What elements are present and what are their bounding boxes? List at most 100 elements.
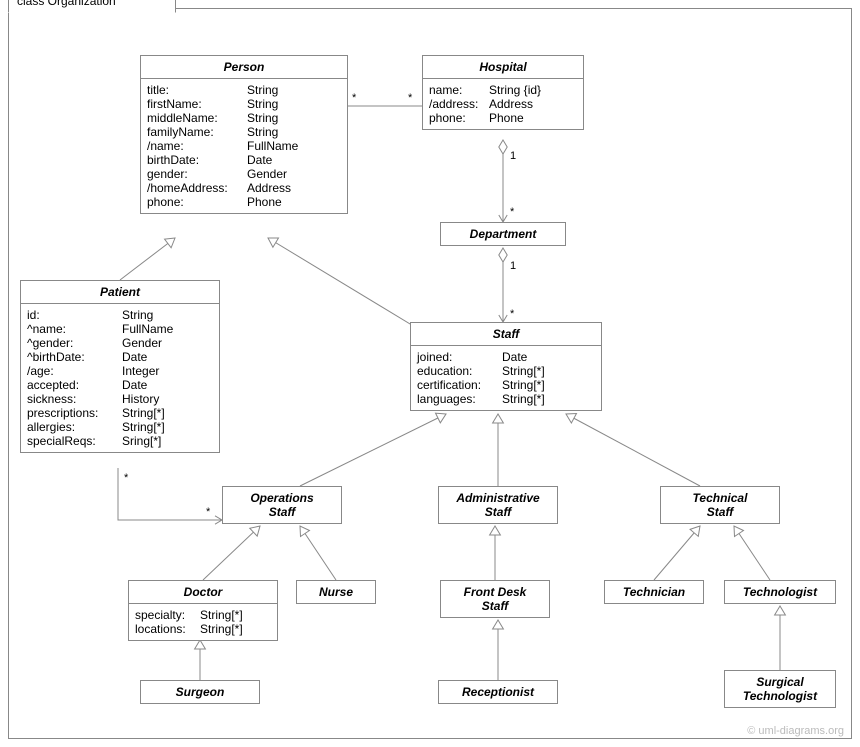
- class-ops_staff: OperationsStaff: [222, 486, 342, 524]
- attr-type: String: [247, 111, 278, 125]
- class-doctor: Doctorspecialty:String[*]locations:Strin…: [128, 580, 278, 641]
- class-attr: id:String: [27, 308, 213, 322]
- attr-type: Phone: [489, 111, 524, 125]
- class-title: SurgicalTechnologist: [725, 671, 835, 707]
- attr-name: phone:: [429, 111, 489, 125]
- class-title: Person: [141, 56, 347, 79]
- attr-type: String: [247, 97, 278, 111]
- attr-type: String[*]: [200, 622, 243, 636]
- class-title: Front DeskStaff: [441, 581, 549, 617]
- class-attr: sickness:History: [27, 392, 213, 406]
- attr-type: Date: [122, 350, 147, 364]
- multiplicity-label: *: [408, 92, 412, 104]
- class-attr: ^name:FullName: [27, 322, 213, 336]
- class-person: Persontitle:StringfirstName:Stringmiddle…: [140, 55, 348, 214]
- attr-name: name:: [429, 83, 489, 97]
- class-attrs: specialty:String[*]locations:String[*]: [129, 604, 277, 640]
- class-attrs: name:String {id}/address:Addressphone:Ph…: [423, 79, 583, 129]
- multiplicity-label: *: [510, 206, 514, 218]
- class-attr: ^birthDate:Date: [27, 350, 213, 364]
- class-attr: phone:Phone: [429, 111, 577, 125]
- attr-name: locations:: [135, 622, 200, 636]
- class-front_desk: Front DeskStaff: [440, 580, 550, 618]
- attr-type: Date: [247, 153, 272, 167]
- attr-type: String[*]: [200, 608, 243, 622]
- class-surg_tech: SurgicalTechnologist: [724, 670, 836, 708]
- class-attr: specialReqs:Sring[*]: [27, 434, 213, 448]
- class-title: Department: [441, 223, 565, 245]
- class-title: Hospital: [423, 56, 583, 79]
- class-title: Surgeon: [141, 681, 259, 703]
- attr-name: ^gender:: [27, 336, 122, 350]
- multiplicity-label: *: [206, 506, 210, 518]
- attr-name: middleName:: [147, 111, 247, 125]
- attr-name: ^name:: [27, 322, 122, 336]
- attr-name: firstName:: [147, 97, 247, 111]
- attr-name: gender:: [147, 167, 247, 181]
- gen-technician-tech: [654, 526, 700, 580]
- class-staff: Staffjoined:Dateeducation:String[*]certi…: [410, 322, 602, 411]
- gen-technologist-tech: [734, 526, 770, 580]
- class-title: OperationsStaff: [223, 487, 341, 523]
- class-attr: accepted:Date: [27, 378, 213, 392]
- class-title: TechnicalStaff: [661, 487, 779, 523]
- attr-type: Gender: [122, 336, 162, 350]
- attr-type: String[*]: [502, 378, 545, 392]
- gen-doctor-ops: [203, 526, 260, 580]
- class-attr: prescriptions:String[*]: [27, 406, 213, 420]
- class-title: Doctor: [129, 581, 277, 604]
- attr-type: String {id}: [489, 83, 541, 97]
- class-attr: title:String: [147, 83, 341, 97]
- attr-name: certification:: [417, 378, 502, 392]
- multiplicity-label: *: [352, 92, 356, 104]
- class-attr: /homeAddress:Address: [147, 181, 341, 195]
- class-title: Technician: [605, 581, 703, 603]
- class-attr: /name:FullName: [147, 139, 341, 153]
- attr-type: FullName: [247, 139, 298, 153]
- class-attr: name:String {id}: [429, 83, 577, 97]
- attr-type: String[*]: [122, 420, 165, 434]
- attr-name: /name:: [147, 139, 247, 153]
- class-technologist: Technologist: [724, 580, 836, 604]
- attr-type: Address: [489, 97, 533, 111]
- class-attr: familyName:String: [147, 125, 341, 139]
- multiplicity-label: *: [124, 472, 128, 484]
- gen-tech-staff: [566, 414, 700, 486]
- attr-name: prescriptions:: [27, 406, 122, 420]
- class-attr: ^gender:Gender: [27, 336, 213, 350]
- attr-type: String[*]: [502, 364, 545, 378]
- class-nurse: Nurse: [296, 580, 376, 604]
- class-title: Staff: [411, 323, 601, 346]
- attr-type: Gender: [247, 167, 287, 181]
- attr-name: /age:: [27, 364, 122, 378]
- attr-name: id:: [27, 308, 122, 322]
- watermark: © uml-diagrams.org: [747, 725, 844, 737]
- attr-name: ^birthDate:: [27, 350, 122, 364]
- attr-name: accepted:: [27, 378, 122, 392]
- class-hospital: Hospitalname:String {id}/address:Address…: [422, 55, 584, 130]
- class-tech_staff: TechnicalStaff: [660, 486, 780, 524]
- class-attr: locations:String[*]: [135, 622, 271, 636]
- class-attr: middleName:String: [147, 111, 341, 125]
- attr-type: Address: [247, 181, 291, 195]
- class-surgeon: Surgeon: [140, 680, 260, 704]
- class-title: Receptionist: [439, 681, 557, 703]
- class-admin_staff: AdministrativeStaff: [438, 486, 558, 524]
- attr-type: Date: [122, 378, 147, 392]
- attr-type: History: [122, 392, 159, 406]
- class-receptionist: Receptionist: [438, 680, 558, 704]
- class-title: AdministrativeStaff: [439, 487, 557, 523]
- attr-type: FullName: [122, 322, 173, 336]
- attr-name: education:: [417, 364, 502, 378]
- class-department: Department: [440, 222, 566, 246]
- gen-patient-person: [120, 238, 175, 280]
- class-attr: phone:Phone: [147, 195, 341, 209]
- attr-type: String: [122, 308, 153, 322]
- attr-name: /homeAddress:: [147, 181, 247, 195]
- class-attrs: title:StringfirstName:StringmiddleName:S…: [141, 79, 347, 213]
- class-attr: languages:String[*]: [417, 392, 595, 406]
- attr-name: allergies:: [27, 420, 122, 434]
- gen-nurse-ops: [300, 526, 336, 580]
- attr-name: specialty:: [135, 608, 200, 622]
- class-attrs: joined:Dateeducation:String[*]certificat…: [411, 346, 601, 410]
